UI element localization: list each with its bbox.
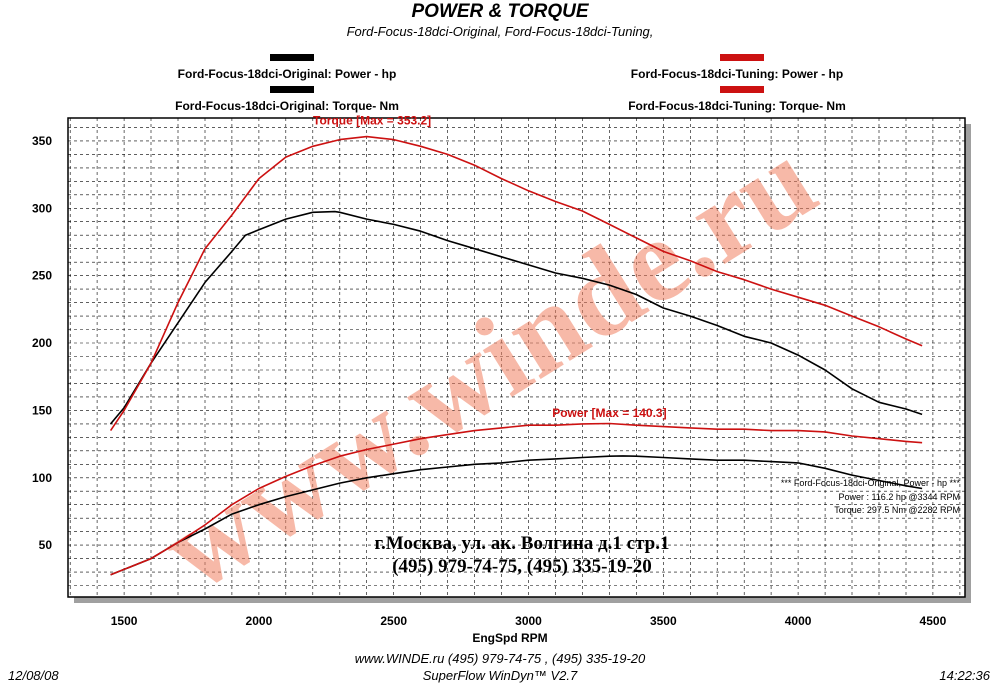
footer-time: 14:22:36	[939, 668, 990, 683]
max-annotation: Torque [Max = 353.2]	[313, 114, 431, 128]
x-tick-label: 4000	[785, 614, 812, 628]
grid	[68, 118, 965, 597]
y-tick-label: 50	[39, 538, 53, 552]
tick-labels: 1500 2000 2500 3000 3500 4000 4500 50 100 150 200 2…	[32, 134, 947, 628]
x-axis-label: EngSpd RPM	[472, 631, 547, 645]
legend-label-original-power: Ford-Focus-18dci-Original: Power - hp	[177, 67, 397, 81]
legend-swatch-original-torque	[270, 86, 314, 93]
legend-swatch-tuning-power	[720, 54, 764, 61]
series-line-1	[109, 210, 923, 425]
series-lines	[109, 135, 923, 576]
y-tick-label: 150	[32, 403, 52, 417]
stats-line: Power : 116.2 hp @3344 RPM	[838, 492, 960, 502]
series-line-2	[110, 422, 923, 576]
stats-line: *** Ford-Focus-18dci-Original, Power - h…	[781, 478, 961, 488]
legend-label-tuning-torque: Ford-Focus-18dci-Tuning: Torque- Nm	[628, 99, 846, 113]
footer-software: SuperFlow WinDyn™ V2.7	[422, 668, 578, 683]
stats-line: Torque: 297.5 Nm @2282 RPM	[834, 505, 960, 515]
chart-title: POWER & TORQUE	[411, 1, 589, 22]
legend-label-tuning-power: Ford-Focus-18dci-Tuning: Power - hp	[630, 67, 844, 81]
series-line-0	[110, 455, 923, 576]
footer-contacts: www.WINDE.ru (495) 979-74-75 , (495) 335…	[354, 651, 646, 666]
x-tick-label: 3500	[650, 614, 677, 628]
legend-swatch-tuning-torque	[720, 86, 764, 93]
x-tick-label: 3000	[515, 614, 542, 628]
legend-swatch-original-power	[270, 54, 314, 61]
plot-area	[67, 117, 966, 598]
address-line: (495) 979-74-75, (495) 335-19-20	[392, 556, 652, 577]
address-line: г.Москва, ул. ак. Волгина д.1 стр.1	[375, 533, 670, 554]
y-tick-label: 350	[32, 134, 52, 148]
legend-label-original-torque: Ford-Focus-18dci-Original: Torque- Nm	[175, 99, 399, 113]
x-tick-label: 2000	[246, 614, 273, 628]
y-tick-label: 200	[32, 336, 52, 350]
y-tick-label: 100	[32, 471, 52, 485]
y-tick-label: 250	[32, 269, 52, 283]
annotations: Torque [Max = 353.2] Power [Max = 140.3] *…	[313, 114, 960, 577]
x-tick-label: 2500	[380, 614, 407, 628]
x-tick-label: 1500	[111, 614, 138, 628]
y-tick-label: 300	[32, 201, 52, 215]
series-line-3	[109, 135, 923, 432]
chart-subtitle: Ford-Focus-18dci-Original, Ford-Focus-18…	[346, 24, 654, 39]
x-tick-label: 4500	[920, 614, 947, 628]
max-annotation: Power [Max = 140.3]	[552, 406, 666, 420]
footer-date: 12/08/08	[8, 668, 59, 683]
